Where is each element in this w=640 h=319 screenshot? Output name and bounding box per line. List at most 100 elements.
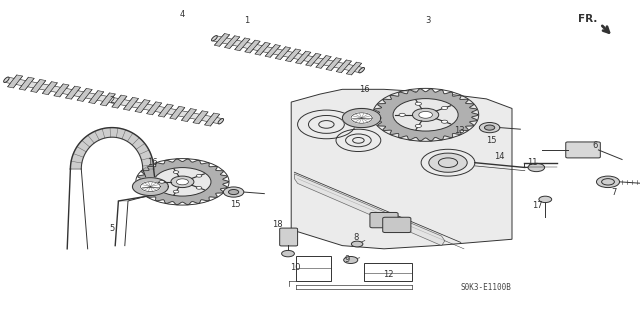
Polygon shape [291,89,512,249]
Text: 5: 5 [109,224,115,233]
Polygon shape [344,64,354,70]
Circle shape [429,153,467,172]
Text: 3: 3 [425,16,430,25]
Circle shape [223,187,244,197]
Polygon shape [31,79,46,93]
Circle shape [415,102,422,105]
Polygon shape [273,49,282,55]
Polygon shape [245,40,260,53]
Polygon shape [132,102,141,108]
Polygon shape [8,75,22,88]
FancyBboxPatch shape [383,217,411,233]
Polygon shape [70,128,154,169]
Polygon shape [120,100,130,106]
FancyBboxPatch shape [370,212,398,228]
Polygon shape [334,62,344,68]
Polygon shape [265,45,280,57]
Polygon shape [141,182,160,191]
Polygon shape [39,84,49,90]
Circle shape [528,163,545,172]
Circle shape [228,189,239,195]
Polygon shape [213,118,223,124]
Polygon shape [77,88,92,101]
Polygon shape [326,58,341,70]
Text: 10: 10 [291,263,301,272]
Polygon shape [147,102,162,115]
Circle shape [539,196,552,203]
Polygon shape [316,56,331,68]
Polygon shape [86,93,95,99]
FancyBboxPatch shape [566,142,600,158]
Polygon shape [132,178,168,196]
Polygon shape [284,51,292,57]
Polygon shape [4,77,14,83]
Text: 18: 18 [272,220,282,229]
Text: 13: 13 [454,126,465,135]
Text: 15: 15 [486,136,497,145]
Polygon shape [181,108,196,122]
Text: 11: 11 [527,158,538,167]
Polygon shape [16,79,26,85]
Text: 2: 2 [109,96,115,105]
Polygon shape [202,115,211,122]
Ellipse shape [218,119,223,124]
Polygon shape [155,106,165,113]
Polygon shape [51,86,61,93]
Polygon shape [303,56,313,62]
Text: 8: 8 [353,233,358,242]
Polygon shape [74,91,84,97]
Polygon shape [351,113,372,123]
Circle shape [154,167,211,196]
Text: 6: 6 [593,141,598,150]
Circle shape [415,124,422,128]
Polygon shape [263,47,273,53]
Polygon shape [346,62,362,75]
Ellipse shape [4,77,9,82]
Circle shape [177,179,188,185]
Polygon shape [112,95,127,108]
Polygon shape [214,33,230,46]
Ellipse shape [211,36,218,41]
Polygon shape [294,53,303,59]
Text: 9: 9 [344,256,349,264]
Polygon shape [314,58,323,64]
Polygon shape [109,97,118,104]
Circle shape [344,256,358,263]
Circle shape [173,171,179,174]
Text: 15: 15 [230,200,241,209]
Polygon shape [205,113,220,126]
Polygon shape [324,60,333,66]
Text: 12: 12 [383,270,394,279]
Circle shape [171,176,194,188]
Polygon shape [54,84,69,97]
Polygon shape [193,111,208,124]
Polygon shape [253,45,262,51]
Polygon shape [255,42,270,55]
Circle shape [393,99,458,131]
Polygon shape [342,108,381,128]
Polygon shape [28,82,37,88]
Polygon shape [135,100,150,113]
Polygon shape [336,60,351,73]
Bar [296,256,331,281]
Circle shape [399,113,405,116]
Polygon shape [190,113,200,119]
Polygon shape [306,53,321,66]
Bar [364,263,412,281]
Polygon shape [62,88,72,95]
Polygon shape [166,108,177,115]
Polygon shape [275,47,291,60]
Polygon shape [222,38,232,44]
Polygon shape [65,86,81,99]
FancyBboxPatch shape [280,228,298,246]
Text: 16: 16 [360,85,370,94]
Text: 14: 14 [494,152,504,161]
Circle shape [419,111,433,118]
Polygon shape [143,104,153,110]
Text: 1: 1 [244,16,249,25]
Polygon shape [296,51,311,64]
Text: 16: 16 [147,158,157,167]
Circle shape [596,176,620,188]
Circle shape [159,181,164,183]
Polygon shape [225,36,240,48]
